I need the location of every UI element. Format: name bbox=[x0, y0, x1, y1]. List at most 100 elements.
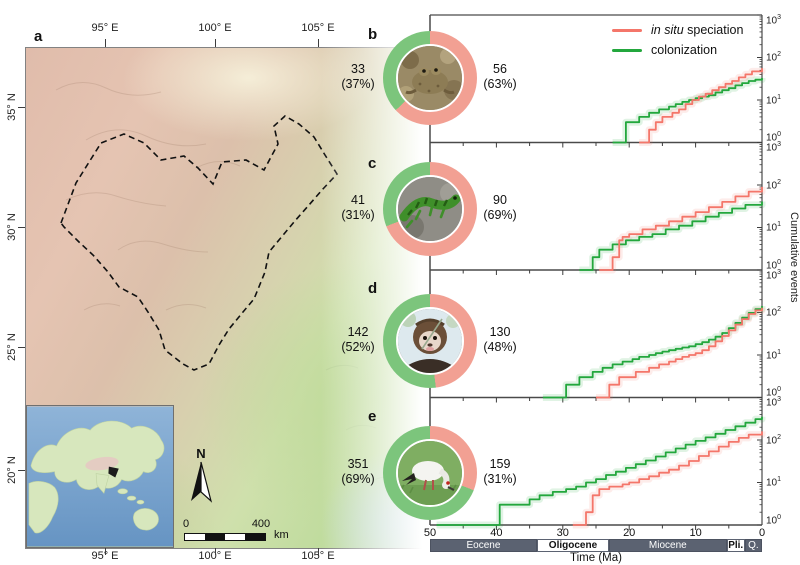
y-tick-label: 102 bbox=[766, 51, 782, 64]
donut-chart-c bbox=[383, 162, 477, 256]
panel-label-d: d bbox=[368, 280, 378, 297]
epoch-miocene: Miocene bbox=[609, 539, 727, 552]
y-tick-label: 102 bbox=[766, 306, 782, 319]
y-axis-title: Cumulative events bbox=[788, 212, 800, 303]
y-tick-label: 101 bbox=[766, 221, 782, 234]
map-tick bbox=[18, 470, 25, 471]
map-tick bbox=[215, 39, 216, 47]
legend: in situ speciation colonization bbox=[612, 20, 762, 60]
eurasia-landmass bbox=[30, 420, 165, 490]
colonization-line-swatch bbox=[612, 48, 642, 52]
y-tick-label: 101 bbox=[766, 93, 782, 106]
map-tick bbox=[18, 347, 25, 348]
india-landmass bbox=[95, 473, 110, 494]
donut-chart-b bbox=[383, 31, 477, 125]
map-tick bbox=[318, 548, 319, 555]
crane-photo bbox=[396, 439, 464, 507]
y-tick-label: 102 bbox=[766, 178, 782, 191]
north-arrow-icon bbox=[191, 461, 213, 503]
time-tick-label: 20 bbox=[623, 527, 636, 539]
legend-item-colonization: colonization bbox=[612, 40, 762, 60]
epoch-q: Q. bbox=[744, 539, 762, 552]
in-situ-line-swatch bbox=[612, 28, 642, 32]
donut-chart-e bbox=[383, 426, 477, 520]
study-area-marker bbox=[108, 466, 119, 478]
time-tick-label: 30 bbox=[556, 527, 569, 539]
panel-label-a: a bbox=[34, 28, 43, 45]
donut-e-left-label: 351 (69%) bbox=[341, 457, 375, 486]
north-arrow: N bbox=[184, 446, 218, 512]
lizard-photo bbox=[396, 175, 464, 243]
donut-b-right-label: 56 (63%) bbox=[483, 62, 517, 91]
donut-c-right-label: 90 (69%) bbox=[483, 193, 517, 222]
australia-landmass bbox=[133, 508, 159, 531]
frog-photo bbox=[396, 44, 464, 112]
time-tick-label: 10 bbox=[689, 527, 702, 539]
time-tick-label: 50 bbox=[423, 527, 437, 539]
y-tick-label: 103 bbox=[766, 141, 782, 154]
legend-item-in-situ: in situ speciation bbox=[612, 20, 762, 40]
scale-bar-graphic bbox=[184, 533, 266, 541]
donut-d-right-label: 130 (48%) bbox=[483, 325, 517, 354]
y-tick-label: 103 bbox=[766, 268, 782, 281]
monkey-photo bbox=[396, 307, 464, 375]
donut-d-left-label: 142 (52%) bbox=[341, 325, 375, 354]
donut-c-left-label: 41 (31%) bbox=[341, 193, 375, 222]
map-tick bbox=[18, 107, 25, 108]
legend-label-colonization: colonization bbox=[651, 43, 718, 57]
time-tick-label: 0 bbox=[758, 527, 766, 539]
map-panel: N 0 400 km bbox=[25, 47, 431, 549]
map-axis-label: 100° E bbox=[198, 550, 232, 562]
epoch-pli: Pli. bbox=[726, 539, 745, 552]
world-map-inset bbox=[26, 405, 174, 548]
map-tick bbox=[215, 548, 216, 555]
y-tick-label: 103 bbox=[766, 396, 782, 409]
y-tick-label: 100 bbox=[766, 386, 782, 399]
scale-bar: 0 400 km bbox=[182, 518, 318, 544]
map-axis-label: 95° E bbox=[91, 550, 119, 562]
y-tick-label: 101 bbox=[766, 348, 782, 361]
map-tick bbox=[318, 39, 319, 47]
y-tick-label: 100 bbox=[766, 513, 782, 526]
scale-start-label: 0 bbox=[183, 518, 190, 530]
africa-landmass bbox=[28, 481, 59, 534]
world-map-graphic bbox=[27, 406, 173, 547]
map-tick bbox=[105, 548, 106, 555]
map-axis-label: 35° N bbox=[6, 93, 18, 121]
time-tick-label: 40 bbox=[490, 527, 503, 539]
relief-texture bbox=[55, 82, 241, 311]
map-axis-label: 105° E bbox=[301, 550, 335, 562]
north-label: N bbox=[196, 446, 206, 461]
x-axis-title: Time (Ma) bbox=[570, 552, 622, 564]
panel-label-c: c bbox=[368, 155, 377, 172]
map-axis-label: 100° E bbox=[198, 22, 232, 34]
study-area-boundary bbox=[60, 115, 339, 371]
map-axis-label: 20° N bbox=[6, 456, 18, 484]
y-tick-label: 102 bbox=[766, 433, 782, 446]
panel-label-e: e bbox=[368, 408, 377, 425]
donut-chart-d bbox=[383, 294, 477, 388]
map-axis-label: 25° N bbox=[6, 333, 18, 361]
y-tick-label: 101 bbox=[766, 476, 782, 489]
map-tick bbox=[105, 39, 106, 47]
epoch-eocene: Eocene bbox=[430, 539, 537, 552]
island-1 bbox=[117, 488, 128, 495]
epoch-oligocene: Oligocene bbox=[536, 539, 610, 552]
map-axis-label: 30° N bbox=[6, 213, 18, 241]
island-3 bbox=[136, 499, 145, 505]
donut-e-right-label: 159 (31%) bbox=[483, 457, 517, 486]
scale-end-label: 400 bbox=[251, 518, 271, 530]
y-tick-label: 100 bbox=[766, 258, 782, 271]
y-tick-label: 100 bbox=[766, 131, 782, 144]
y-tick-label: 103 bbox=[766, 13, 782, 26]
island-2 bbox=[126, 495, 137, 501]
map-axis-label: 95° E bbox=[91, 22, 119, 34]
map-tick bbox=[18, 227, 25, 228]
scale-unit-label: km bbox=[274, 529, 289, 541]
donut-b-left-label: 33 (37%) bbox=[341, 62, 375, 91]
map-axis-label: 105° E bbox=[301, 22, 335, 34]
panel-label-b: b bbox=[368, 26, 378, 43]
legend-label-in-situ: in situ speciation bbox=[651, 23, 744, 37]
